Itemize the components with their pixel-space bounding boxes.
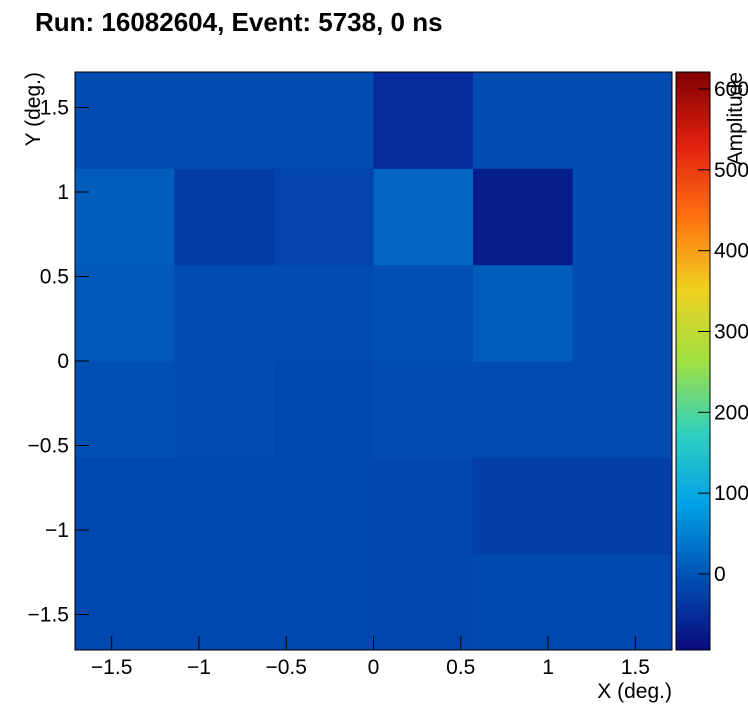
colorbar-tick-label: 500	[714, 159, 748, 182]
heatmap-cell	[473, 553, 573, 651]
heatmap-cell	[75, 168, 175, 266]
heatmap-cell	[274, 361, 374, 458]
heatmap-cell	[75, 361, 175, 458]
heatmap-cell	[274, 168, 374, 266]
x-tick-label: −1.5	[91, 656, 132, 679]
colorbar-tick-label: 300	[714, 320, 748, 343]
heatmap-cell	[75, 553, 175, 651]
y-tick-label: 1	[57, 181, 69, 204]
heatmap-cell	[373, 168, 474, 266]
heatmap-cell	[75, 264, 175, 362]
y-tick-label: 0.5	[40, 265, 69, 288]
x-tick-label: −1	[187, 656, 211, 679]
heatmap-cell	[572, 264, 673, 362]
y-tick-label: 0	[57, 350, 69, 373]
heatmap-cell	[274, 72, 374, 169]
heatmap-cell	[75, 72, 175, 169]
heatmap-cell	[174, 168, 275, 266]
heatmap-cell	[473, 168, 573, 266]
heatmap-cell	[373, 553, 474, 651]
heatmap-cell	[274, 457, 374, 555]
chart-title: Run: 16082604, Event: 5738, 0 ns	[35, 7, 443, 37]
heatmap-cell	[174, 553, 275, 651]
y-tick-label: −0.5	[28, 435, 69, 458]
heatmap-cell	[473, 264, 573, 362]
heatmap-cell	[174, 72, 275, 169]
x-axis-label: X (deg.)	[597, 680, 672, 703]
x-tick-label: 0.5	[446, 656, 475, 679]
x-tick-label: −0.5	[265, 656, 306, 679]
colorbar-tick-label: 600	[714, 78, 748, 101]
heatmap-cell	[373, 72, 474, 169]
heatmap-cell	[75, 457, 175, 555]
heatmap-cell	[373, 264, 474, 362]
heatmap-cell	[373, 361, 474, 458]
heatmap-cell	[174, 457, 275, 555]
colorbar	[675, 71, 711, 651]
heatmap-cell	[174, 361, 275, 458]
heatmap-cell	[473, 457, 573, 555]
heatmap-cell	[473, 361, 573, 458]
heatmap-cell	[473, 72, 573, 169]
colorbar-tick-label: 100	[714, 482, 748, 505]
x-tick-label: 1.5	[621, 656, 650, 679]
heatmap-cell	[174, 264, 275, 362]
heatmap-cell	[572, 361, 673, 458]
y-axis-label: Y (deg.)	[22, 72, 45, 146]
heatmap-cell	[572, 168, 673, 266]
y-tick-label: −1.5	[28, 604, 69, 627]
colorbar-tick-label: 200	[714, 401, 748, 424]
y-tick-label: 1.5	[40, 96, 69, 119]
x-tick-label: 1	[542, 656, 554, 679]
y-tick-label: −1	[45, 519, 69, 542]
colorbar-label: Amplitude	[724, 72, 747, 165]
heatmap-cell	[373, 457, 474, 555]
x-tick-label: 0	[368, 656, 380, 679]
heatmap-cell	[274, 264, 374, 362]
heatmap-cell	[572, 553, 673, 651]
heatmap-cell	[274, 553, 374, 651]
heatmap-cell	[572, 457, 673, 555]
heatmap-cell	[572, 72, 673, 169]
colorbar-tick-label: 400	[714, 240, 748, 263]
colorbar-tick-label: 0	[714, 563, 726, 586]
